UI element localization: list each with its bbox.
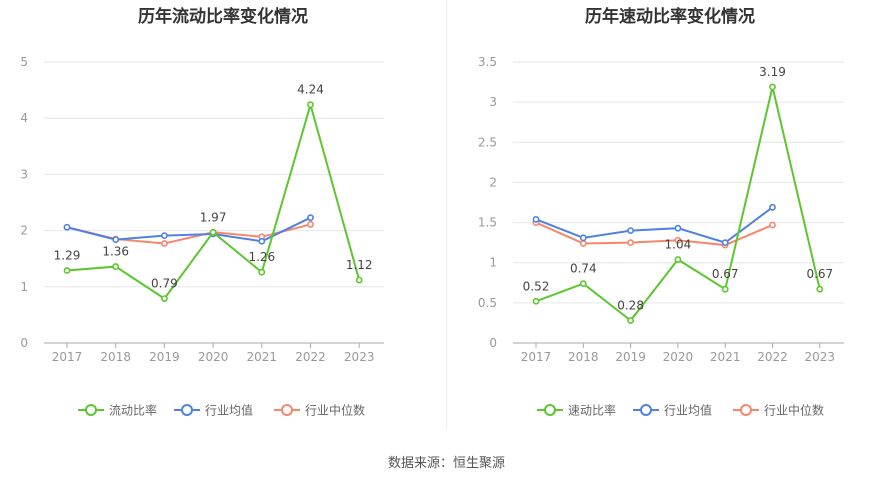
y-tick-label: 0 [489,336,497,350]
data-point [579,280,587,287]
x-tick-label: 2023 [805,350,836,364]
legend-label: 行业均值 [664,403,712,418]
series-line [66,101,361,300]
x-tick-label: 2018 [568,350,599,364]
y-tick-label: 5 [20,55,28,69]
x-tick-label: 2023 [344,350,375,364]
data-point [674,224,682,232]
data-point [627,239,634,247]
legend-swatch-marker [281,404,293,416]
data-point [160,232,168,240]
data-point [63,267,71,274]
data-point [209,228,217,236]
data-point [627,317,634,324]
data-label: 0.74 [570,262,597,276]
data-point [307,101,314,109]
y-tick-label: 4 [20,111,28,125]
x-tick-label: 2021 [247,350,278,364]
chart-title: 历年流动比率变化情况 [138,7,308,27]
data-point [258,268,266,276]
legend-swatch-marker [740,404,752,416]
data-point [769,83,776,91]
data-point [721,285,729,293]
data-point [532,297,540,305]
current-ratio-plot: 0 1 2 3 4 5 2017 2018 2019 2020 2021 2022 2023 1.29 1.… [20,55,384,418]
legend-swatch-marker [640,404,652,416]
data-label: 0.79 [151,277,178,291]
x-tick-label: 2019 [149,350,180,364]
data-label: 0.52 [523,279,550,293]
data-label: 0.67 [712,267,739,281]
data-label: 0.28 [617,299,644,313]
legend-swatch-marker [544,404,556,416]
data-label: 0.67 [806,267,833,281]
data-point [721,239,729,247]
data-point [307,221,314,228]
quick-ratio-plot: 0 0.5 1 1.5 2 2.5 3 3.5 2017 2018 2019 2020 2021 2022… [478,55,844,418]
legend-swatch-marker [85,404,97,416]
x-tick-label: 2017 [52,350,83,364]
data-point [258,237,266,245]
y-tick-label: 2.5 [478,135,497,149]
data-label: 3.19 [759,65,786,79]
x-tick-label: 2018 [100,350,131,364]
legend-label: 行业中位数 [764,403,824,418]
x-tick-label: 2022 [295,350,326,364]
data-point [112,236,120,243]
data-point [816,285,824,293]
data-point [355,276,363,284]
y-tick-label: 0 [20,336,28,350]
y-tick-label: 1 [20,280,28,294]
x-tick-label: 2017 [521,350,552,364]
chart-title: 历年速动比率变化情况 [585,7,755,27]
quick-ratio-chart: 历年速动比率变化情况 0 0.5 1 1.5 2 2.5 3 3.5 2017 2018 2019 2… [447,0,893,440]
data-point [627,227,634,234]
data-label: 1.26 [248,250,275,264]
data-label: 1.29 [54,249,81,263]
data-point [674,236,682,244]
panel-divider [446,0,447,430]
x-tick-label: 2020 [663,350,694,364]
y-tick-label: 1.5 [478,216,497,230]
x-tick-label: 2022 [757,350,788,364]
data-point [769,221,776,229]
data-point [307,214,314,222]
series-line [535,221,773,247]
data-source: 数据来源：恒生聚源 [387,456,505,471]
x-tick-label: 2020 [198,350,229,364]
legend-label: 速动比率 [568,403,616,418]
series-line [66,216,311,243]
data-point [160,295,168,303]
y-tick-label: 3.5 [478,55,497,69]
data-label: 4.24 [297,83,324,97]
y-tick-label: 0.5 [478,296,497,310]
data-point [63,223,71,231]
x-tick-label: 2021 [710,350,741,364]
data-label: 1.97 [200,210,227,224]
data-point [112,263,120,270]
x-tick-label: 2019 [615,350,646,364]
data-point [579,234,587,242]
data-label: 1.36 [102,245,129,259]
y-tick-label: 2 [489,175,497,189]
y-tick-label: 3 [489,95,497,109]
data-point [674,256,682,263]
series-line [535,206,774,244]
legend-label: 行业均值 [205,403,253,418]
legend-label: 行业中位数 [305,403,365,418]
data-point [579,240,587,247]
series-line [535,86,821,322]
current-ratio-chart: 历年流动比率变化情况 0 1 2 3 4 5 2017 2018 2019 2020 2021 202… [0,0,446,440]
y-tick-label: 2 [20,224,28,238]
data-label: 1.12 [346,258,373,272]
y-tick-label: 3 [20,167,28,181]
data-point [160,240,168,247]
data-point [532,215,540,223]
data-label: 1.04 [665,238,692,252]
legend-label: 流动比率 [109,403,157,418]
data-point [769,203,776,211]
legend-swatch-marker [181,404,193,416]
y-tick-label: 1 [489,256,497,270]
